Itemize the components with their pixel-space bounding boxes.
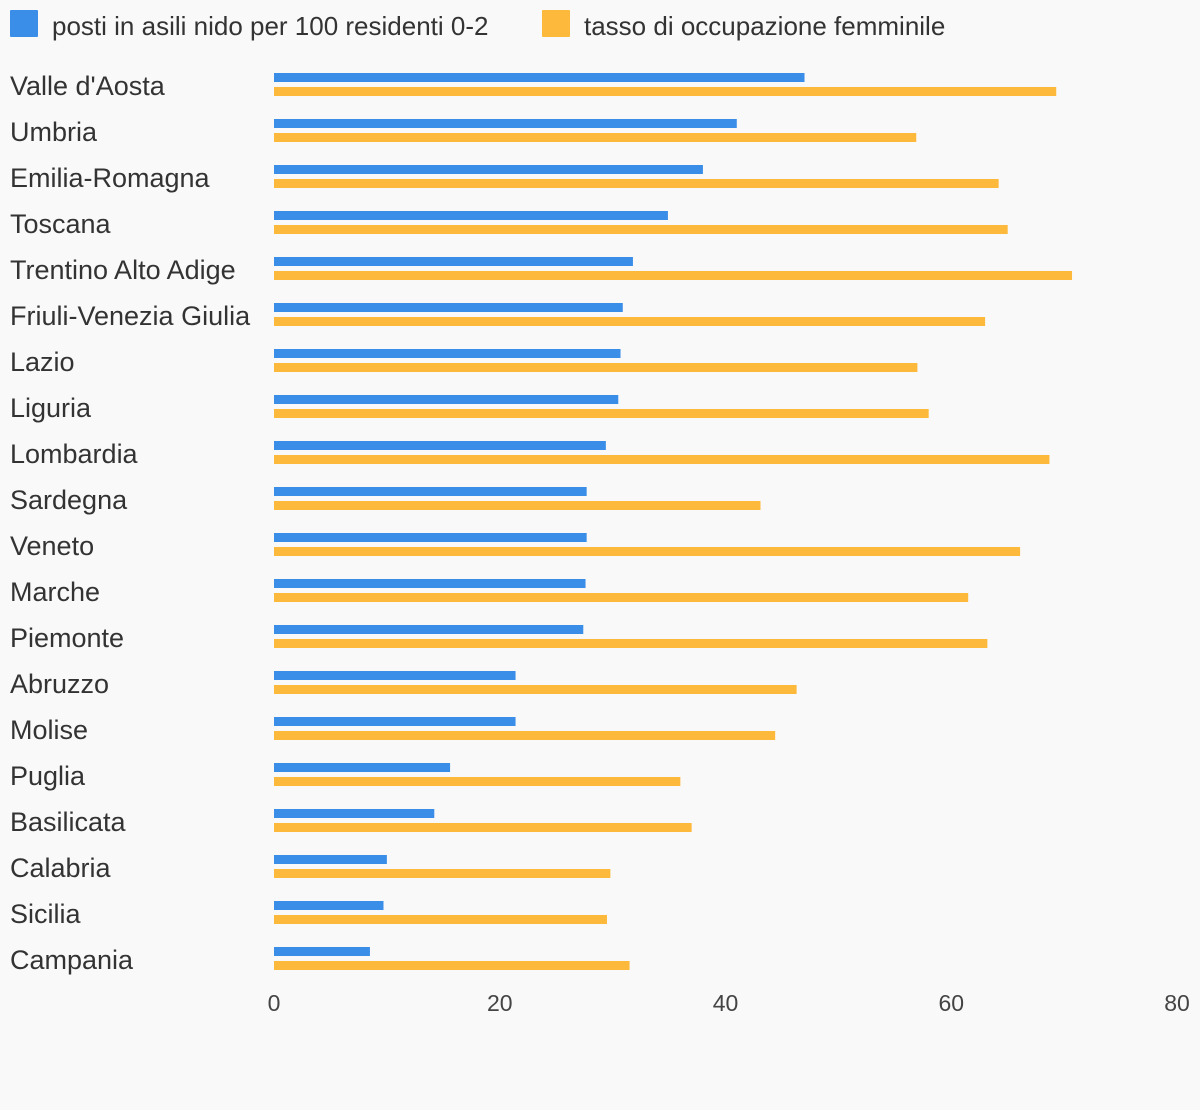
bar-posti-asili-nido xyxy=(274,211,668,220)
bar-posti-asili-nido xyxy=(274,671,516,680)
category-label: Molise xyxy=(10,715,88,745)
bar-posti-asili-nido xyxy=(274,303,623,312)
bar-posti-asili-nido xyxy=(274,717,516,726)
x-tick-label: 80 xyxy=(1164,990,1190,1016)
x-tick-label: 20 xyxy=(487,990,513,1016)
category-label: Lombardia xyxy=(10,439,139,469)
bar-occupazione-femminile xyxy=(274,547,1021,556)
category-label: Marche xyxy=(10,577,100,607)
bar-occupazione-femminile xyxy=(274,731,776,740)
category-label: Valle d'Aosta xyxy=(10,71,166,101)
bar-occupazione-femminile xyxy=(274,225,1008,234)
category-label: Trentino Alto Adige xyxy=(10,255,236,285)
bar-occupazione-femminile xyxy=(274,271,1073,280)
category-label: Calabria xyxy=(10,853,112,883)
legend-label-series-2: tasso di occupazione femminile xyxy=(584,11,945,41)
bar-occupazione-femminile xyxy=(274,501,761,510)
category-label: Abruzzo xyxy=(10,669,109,699)
bar-posti-asili-nido xyxy=(274,441,606,450)
bar-occupazione-femminile xyxy=(274,915,607,924)
bar-posti-asili-nido xyxy=(274,901,384,910)
bar-posti-asili-nido xyxy=(274,625,584,634)
x-axis-ticks: 0 20 40 60 80 xyxy=(268,990,1190,1016)
legend: posti in asili nido per 100 residenti 0-… xyxy=(10,10,945,41)
bar-posti-asili-nido xyxy=(274,947,370,956)
legend-swatch-series-2 xyxy=(542,10,570,37)
bar-occupazione-femminile xyxy=(274,87,1057,96)
x-tick-label: 40 xyxy=(713,990,739,1016)
category-label: Lazio xyxy=(10,347,75,377)
x-tick-label: 0 xyxy=(268,990,281,1016)
bar-posti-asili-nido xyxy=(274,579,586,588)
legend-label-series-1: posti in asili nido per 100 residenti 0-… xyxy=(52,11,488,41)
category-label: Sardegna xyxy=(10,485,128,515)
bar-occupazione-femminile xyxy=(274,961,630,970)
bar-posti-asili-nido xyxy=(274,533,587,542)
bar-occupazione-femminile xyxy=(274,455,1050,464)
bar-occupazione-femminile xyxy=(274,685,797,694)
bar-posti-asili-nido xyxy=(274,763,451,772)
legend-swatch-series-1 xyxy=(10,10,38,37)
bar-occupazione-femminile xyxy=(274,179,999,188)
bars xyxy=(274,73,1073,970)
category-label: Umbria xyxy=(10,117,98,147)
category-label: Toscana xyxy=(10,209,112,239)
category-label: Friuli-Venezia Giulia xyxy=(10,301,251,331)
bar-occupazione-femminile xyxy=(274,363,918,372)
bar-posti-asili-nido xyxy=(274,855,387,864)
category-label: Basilicata xyxy=(10,807,127,837)
bar-posti-asili-nido xyxy=(274,487,587,496)
bar-occupazione-femminile xyxy=(274,869,611,878)
bar-occupazione-femminile xyxy=(274,133,917,142)
category-label: Veneto xyxy=(10,531,94,561)
bar-posti-asili-nido xyxy=(274,809,435,818)
category-label: Sicilia xyxy=(10,899,82,929)
category-label: Puglia xyxy=(10,761,86,791)
bar-occupazione-femminile xyxy=(274,317,986,326)
bar-posti-asili-nido xyxy=(274,119,737,128)
bar-occupazione-femminile xyxy=(274,777,681,786)
category-labels: Valle d'Aosta Umbria Emilia-Romagna Toscana… xyxy=(10,71,251,975)
bar-posti-asili-nido xyxy=(274,73,805,82)
bar-posti-asili-nido xyxy=(274,395,619,404)
bar-occupazione-femminile xyxy=(274,409,929,418)
bar-posti-asili-nido xyxy=(274,257,633,266)
category-label: Campania xyxy=(10,945,134,975)
category-label: Liguria xyxy=(10,393,92,423)
x-tick-label: 60 xyxy=(938,990,964,1016)
category-label: Piemonte xyxy=(10,623,124,653)
bar-occupazione-femminile xyxy=(274,823,692,832)
category-label: Emilia-Romagna xyxy=(10,163,211,193)
bar-occupazione-femminile xyxy=(274,593,969,602)
bar-posti-asili-nido xyxy=(274,165,703,174)
bar-occupazione-femminile xyxy=(274,639,988,648)
bar-posti-asili-nido xyxy=(274,349,621,358)
